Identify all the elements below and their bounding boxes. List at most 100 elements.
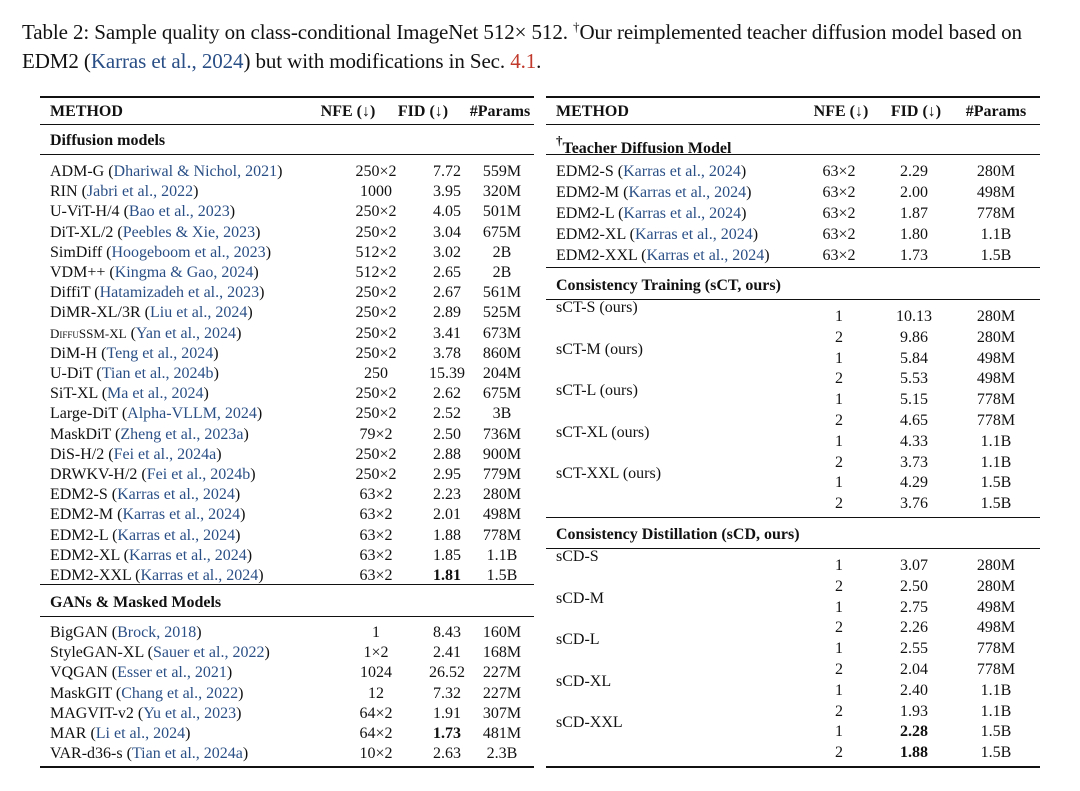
params-cell: 498M xyxy=(976,598,1016,616)
fid-cell: 3.02 xyxy=(433,243,461,261)
fid-cell: 2.65 xyxy=(433,264,461,281)
citation-link[interactable]: Karras et al., 2024 xyxy=(623,163,741,180)
table-row: EDM2-S (Karras et al., 2024) 63×2 2.29 280M xyxy=(546,162,1040,182)
citation-link[interactable]: Hoogeboom et al., 2023 xyxy=(111,243,266,261)
citation-link[interactable]: Bao et al., 2023 xyxy=(128,203,230,221)
method-name: sCD-XL xyxy=(556,672,612,690)
method-cell: StyleGAN-XL (Sauer et al., 2022) xyxy=(50,644,270,662)
params-cell: 673M xyxy=(482,324,522,342)
table-row: EDM2-XXL (Karras et al., 2024) 63×2 1.73 1.… xyxy=(546,246,1040,266)
left-results-table: METHOD NFE (↓) FID (↓) #Params Diffusion mod… xyxy=(40,96,534,768)
method-name: VAR-d36-s xyxy=(50,745,123,763)
table-row: DiffiT (Hatamizadeh et al., 2023) 250×2 2.… xyxy=(40,283,534,303)
nfe-cell: 250×2 xyxy=(355,385,397,403)
method-name: EDM2-XXL xyxy=(50,567,132,584)
citation-link[interactable]: Karras et al., 2024 xyxy=(117,486,235,504)
params-cell: 736M xyxy=(482,425,522,443)
model-name-row: sCT-M (ours) xyxy=(546,340,1040,360)
citation-link[interactable]: Karras et al., 2024 xyxy=(634,226,753,243)
fid-cell: 10.13 xyxy=(896,308,932,325)
params-cell: 1.1B xyxy=(980,453,1012,471)
caption-citation-link[interactable]: Karras et al., 2024 xyxy=(90,49,244,73)
citation-link[interactable]: Kingma & Gao, 2024 xyxy=(114,264,254,281)
method-cell: DiffiT (Hatamizadeh et al., 2023) xyxy=(50,284,265,302)
method-name: MaskGIT xyxy=(50,684,112,702)
table-row: 1 2.28 1.5B xyxy=(546,722,1040,742)
table-row: 2 5.53 498M xyxy=(546,369,1040,389)
method-name: EDM2-L xyxy=(556,205,615,222)
fid-cell: 3.78 xyxy=(433,344,461,362)
model-name-row: sCD-L xyxy=(546,630,1040,650)
params-cell: 778M xyxy=(976,412,1016,429)
citation-link[interactable]: Tian et al., 2024a xyxy=(131,745,243,763)
right-results-table: METHOD NFE (↓) FID (↓) #Params †Teacher Diff… xyxy=(546,96,1040,768)
fid-cell: 4.29 xyxy=(900,474,928,492)
method-cell: VQGAN (Esser et al., 2021) xyxy=(50,664,233,682)
fid-cell: 2.23 xyxy=(433,486,461,504)
citation-link[interactable]: Esser et al., 2021 xyxy=(117,664,227,682)
citation-link[interactable]: Karras et al., 2024 xyxy=(628,184,747,201)
citation-link[interactable]: Alpha-VLLM, 2024 xyxy=(127,405,257,423)
table-row: 2 2.26 498M xyxy=(546,618,1040,638)
citation-link[interactable]: Fei et al., 2024b xyxy=(146,466,251,483)
citation-link[interactable]: Karras et al., 2024 xyxy=(140,567,259,584)
citation-link[interactable]: Karras et al., 2024 xyxy=(122,506,241,524)
method-name: sCD-M xyxy=(556,589,605,607)
citation-link[interactable]: Sauer et al., 2022 xyxy=(152,644,265,662)
citation-link[interactable]: Chang et al., 2022 xyxy=(121,684,239,702)
params-cell: 860M xyxy=(482,344,522,362)
citation-link[interactable]: Dhariwal & Nichol, 2021 xyxy=(113,163,278,180)
caption-end: . xyxy=(536,49,542,73)
params-cell: 498M xyxy=(482,506,522,524)
table-row: 2 2.04 778M xyxy=(546,660,1040,680)
citation-link[interactable]: Teng et al., 2024 xyxy=(106,344,214,362)
method-name: BigGAN xyxy=(50,624,108,641)
citation-link[interactable]: Zheng et al., 2023a xyxy=(120,425,244,443)
section-title-row: Consistency Distillation (sCD, ours) xyxy=(546,525,1040,545)
citation-link[interactable]: Liu et al., 2024 xyxy=(150,304,248,322)
params-cell: 280M xyxy=(976,557,1016,574)
section-title-row: †Teacher Diffusion Model xyxy=(546,131,1040,157)
citation-link[interactable]: Karras et al., 2024 xyxy=(128,546,247,564)
citation-link[interactable]: Karras et al., 2024 xyxy=(117,526,236,544)
citation-link[interactable]: Jabri et al., 2022 xyxy=(86,183,194,201)
citation-link[interactable]: Ma et al., 2024 xyxy=(107,385,204,403)
nfe-cell: 63×2 xyxy=(359,486,393,504)
section-title: Consistency Training (sCT, ours) xyxy=(556,277,781,294)
citation-link[interactable]: Li et al., 2024 xyxy=(95,725,186,742)
table-rule xyxy=(546,548,1040,549)
table-row: MAR (Li et al., 2024) 64×2 1.73 481M xyxy=(40,724,534,744)
table-row: EDM2-S (Karras et al., 2024) 63×2 2.23 280M xyxy=(40,485,534,505)
citation-link[interactable]: Yu et al., 2023 xyxy=(143,704,237,722)
nfe-cell: 63×2 xyxy=(359,526,393,544)
nfe-cell: 63×2 xyxy=(822,247,856,264)
caption-section-ref-link[interactable]: 4.1 xyxy=(510,49,537,73)
citation-link[interactable]: Karras et al., 2024 xyxy=(646,247,765,264)
table-row: 1 3.07 280M xyxy=(546,556,1040,576)
citation-link[interactable]: Yan et al., 2024 xyxy=(135,324,237,342)
citation-link[interactable]: Brock, 2018 xyxy=(117,624,197,641)
citation-link[interactable]: Peebles & Xie, 2023 xyxy=(122,223,256,241)
table-row: 1 2.75 498M xyxy=(546,598,1040,618)
table-row: EDM2-L (Karras et al., 2024) 63×2 1.88 778M xyxy=(40,526,534,546)
table-row: DiS-H/2 (Fei et al., 2024a) 250×2 2.88 900M xyxy=(40,445,534,465)
table-row: RIN (Jabri et al., 2022) 1000 3.95 320M xyxy=(40,182,534,202)
citation-link[interactable]: Karras et al., 2024 xyxy=(623,205,742,222)
method-name: SimDiff xyxy=(50,243,103,261)
method-name: EDM2-M xyxy=(556,184,620,201)
fid-cell: 2.55 xyxy=(900,640,928,658)
fid-cell: 3.76 xyxy=(900,495,928,513)
table-row: 2 1.93 1.1B xyxy=(546,702,1040,722)
table-row: 2 3.73 1.1B xyxy=(546,453,1040,473)
params-cell: 204M xyxy=(482,365,522,382)
table-rule xyxy=(40,584,534,585)
method-name: sCT-L (ours) xyxy=(556,382,638,400)
citation-link[interactable]: Hatamizadeh et al., 2023 xyxy=(99,284,260,302)
citation-link[interactable]: Tian et al., 2024b xyxy=(101,365,214,382)
model-name-row: sCT-L (ours) xyxy=(546,381,1040,401)
nfe-cell: 1 xyxy=(835,432,843,450)
fid-cell: 2.01 xyxy=(433,506,461,524)
table-rule xyxy=(546,299,1040,300)
citation-link[interactable]: Fei et al., 2024a xyxy=(113,445,217,463)
method-cell: U-DiT (Tian et al., 2024b) xyxy=(50,365,219,382)
